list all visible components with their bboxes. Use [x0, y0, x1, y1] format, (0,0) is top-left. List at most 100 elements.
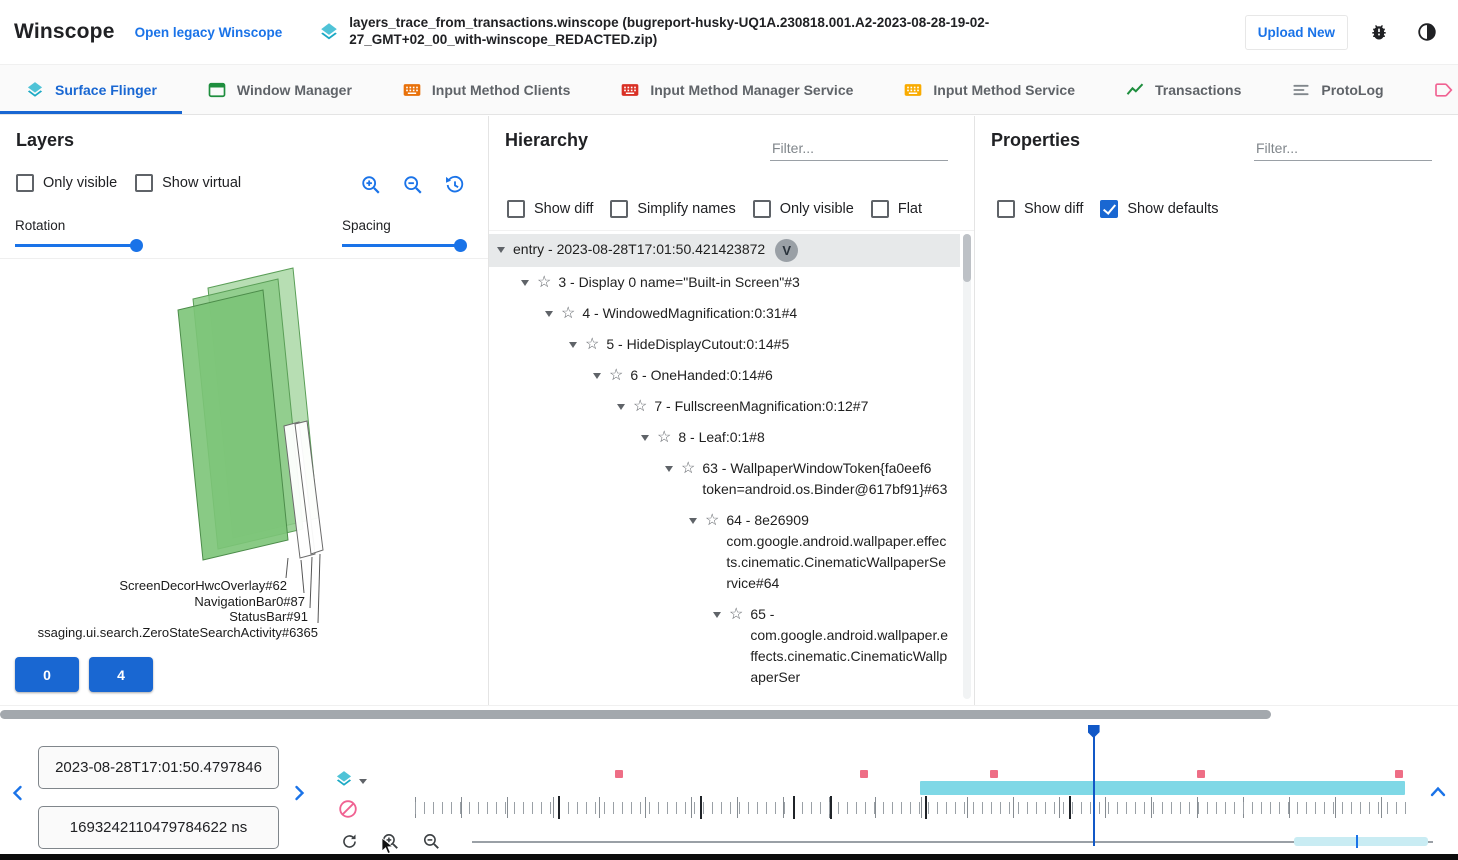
expand-arrow-icon[interactable]	[545, 311, 553, 317]
tree-node[interactable]: ☆ 5 - HideDisplayCutout:0:14#5	[489, 329, 960, 360]
layers-icon	[318, 21, 340, 43]
frame-tick[interactable]	[558, 796, 561, 819]
hierarchy-option-checkbox[interactable]: Show diff	[507, 200, 593, 218]
show-virtual-checkbox[interactable]: Show virtual	[135, 174, 241, 192]
reset-view-icon[interactable]	[442, 172, 468, 198]
refresh-zoom-icon[interactable]	[338, 830, 360, 852]
selection-bar[interactable]	[919, 781, 1406, 795]
checkbox-checked-icon	[1100, 200, 1119, 218]
timeline-zoom-out-button[interactable]	[420, 830, 442, 852]
scrollbar-thumb[interactable]	[963, 234, 971, 282]
star-icon[interactable]: ☆	[585, 336, 600, 353]
tab-surface-flinger[interactable]: Surface Flinger	[0, 65, 182, 114]
expand-arrow-icon[interactable]	[665, 466, 673, 472]
frame-tick[interactable]	[925, 796, 928, 819]
timestamp-human-box[interactable]: 2023-08-28T17:01:50.4797846	[38, 746, 279, 789]
frame-tick[interactable]	[1068, 796, 1071, 819]
tree-node-label: 63 - WallpaperWindowToken{fa0eef6 token=…	[702, 460, 948, 497]
tree-node[interactable]: ☆ 8 - Leaf:0:1#8	[489, 422, 960, 453]
expand-arrow-icon[interactable]	[617, 404, 625, 410]
tree-node[interactable]: ☆ 6 - OneHanded:0:14#6	[489, 360, 960, 391]
display-button[interactable]: 0	[15, 657, 79, 692]
show-defaults-checkbox[interactable]: Show defaults	[1100, 200, 1218, 218]
tab-protolog[interactable]: ProtoLog	[1266, 65, 1408, 114]
next-entry-button[interactable]	[290, 784, 308, 807]
expand-arrow-icon[interactable]	[689, 518, 697, 524]
star-icon[interactable]: ☆	[561, 305, 576, 322]
star-icon[interactable]: ☆	[537, 274, 552, 291]
tree-node[interactable]: ☆ 7 - FullscreenMagnification:0:12#7	[489, 391, 960, 422]
tab-transactions[interactable]: Transactions	[1100, 65, 1266, 114]
star-icon[interactable]: ☆	[705, 512, 720, 529]
zoom-out-button[interactable]	[400, 172, 426, 198]
previous-entry-button[interactable]	[9, 784, 27, 807]
tab-transitions[interactable]: Tr	[1409, 65, 1458, 114]
hierarchy-scrollbar[interactable]	[963, 234, 971, 699]
tab-input-method-manager-service[interactable]: Input Method Manager Service	[595, 65, 878, 114]
hierarchy-option-checkbox[interactable]: Only visible	[752, 200, 854, 218]
tab-window-manager[interactable]: Window Manager	[182, 65, 377, 114]
main-content: Layers Only visible Show virtual Ro	[0, 116, 1458, 706]
expand-arrow-icon[interactable]	[713, 612, 721, 618]
star-icon[interactable]: ☆	[657, 429, 672, 446]
expand-arrow-icon[interactable]	[569, 342, 577, 348]
timeline-cursor[interactable]	[1092, 726, 1095, 846]
frame-tick[interactable]	[830, 796, 833, 819]
event-marker[interactable]	[1197, 770, 1206, 778]
star-icon[interactable]: ☆	[681, 460, 696, 477]
timestamp-ns: 1693242110479784622 ns	[69, 819, 248, 836]
visibility-chip: V	[775, 239, 799, 262]
event-marker[interactable]	[989, 770, 998, 778]
collapse-timeline-button[interactable]	[1428, 782, 1448, 807]
frame-tick[interactable]	[793, 796, 796, 819]
ruler-minor-ticks	[415, 802, 1413, 814]
tree-node[interactable]: ☆ 64 - 8e26909 com.google.android.wallpap…	[489, 505, 960, 599]
event-marker[interactable]	[1394, 770, 1403, 778]
upload-new-button[interactable]: Upload New	[1244, 14, 1348, 50]
tab-input-method-service[interactable]: Input Method Service	[878, 65, 1100, 114]
timestamp-ns-box[interactable]: 1693242110479784622 ns	[38, 806, 279, 849]
rotation-slider[interactable]	[15, 236, 143, 254]
tree-node[interactable]: ☆ 65 - com.google.android.wallpaper.effec…	[489, 599, 960, 693]
show-diff-checkbox[interactable]: Show diff	[997, 200, 1083, 218]
zoom-in-button[interactable]	[358, 172, 384, 198]
hierarchy-filter-input[interactable]	[770, 136, 948, 161]
display-button[interactable]: 4	[89, 657, 153, 692]
slider-thumb[interactable]	[130, 238, 143, 252]
tree-node-label: 7 - FullscreenMagnification:0:12#7	[654, 398, 869, 414]
tree-node[interactable]: ☆ 3 - Display 0 name="Built-in Screen"#3	[489, 267, 960, 298]
slider-thumb[interactable]	[454, 238, 467, 252]
tab-input-method-clients[interactable]: Input Method Clients	[377, 65, 595, 114]
expand-arrow-icon[interactable]	[593, 373, 601, 379]
active-trace-selector[interactable]	[334, 769, 367, 794]
timeline-zoom-in-button[interactable]	[379, 830, 401, 852]
horizontal-scrollbar[interactable]	[0, 710, 1271, 719]
expand-arrow-icon[interactable]	[641, 435, 649, 441]
only-visible-checkbox[interactable]: Only visible	[16, 174, 117, 192]
tree-node[interactable]: entry - 2023-08-28T17:01:50.421423872 V	[489, 234, 960, 267]
dark-mode-toggle[interactable]	[1410, 15, 1444, 49]
tree-node[interactable]: ☆ 63 - WallpaperWindowToken{fa0eef6 token…	[489, 453, 960, 505]
star-icon[interactable]: ☆	[609, 367, 624, 384]
frame-tick[interactable]	[699, 796, 702, 819]
spacing-slider[interactable]	[342, 236, 467, 254]
tree-node-label: 6 - OneHanded:0:14#6	[630, 367, 773, 383]
open-legacy-link[interactable]: Open legacy Winscope	[134, 24, 283, 40]
transactions-trace-toggle[interactable]	[337, 798, 359, 825]
hierarchy-tree: entry - 2023-08-28T17:01:50.421423872 V ☆ 3…	[489, 234, 960, 703]
event-marker[interactable]	[614, 770, 623, 778]
tree-node[interactable]: ☆ 4 - WindowedMagnification:0:31#4	[489, 298, 960, 329]
hierarchy-option-checkbox[interactable]: Simplify names	[610, 200, 736, 218]
event-marker[interactable]	[860, 770, 869, 778]
star-icon[interactable]: ☆	[633, 398, 648, 415]
star-icon[interactable]: ☆	[729, 606, 744, 623]
expand-arrow-icon[interactable]	[497, 247, 505, 253]
minimap-window[interactable]	[1294, 837, 1428, 846]
report-bug-button[interactable]	[1362, 15, 1396, 49]
expand-arrow-icon[interactable]	[521, 280, 529, 286]
checkbox-label: Flat	[897, 201, 923, 217]
timeline-track[interactable]	[410, 724, 1438, 855]
properties-filter-input[interactable]	[1254, 136, 1432, 161]
hierarchy-option-checkbox[interactable]: Flat	[870, 200, 923, 218]
checkbox-label: Show virtual	[162, 175, 242, 191]
